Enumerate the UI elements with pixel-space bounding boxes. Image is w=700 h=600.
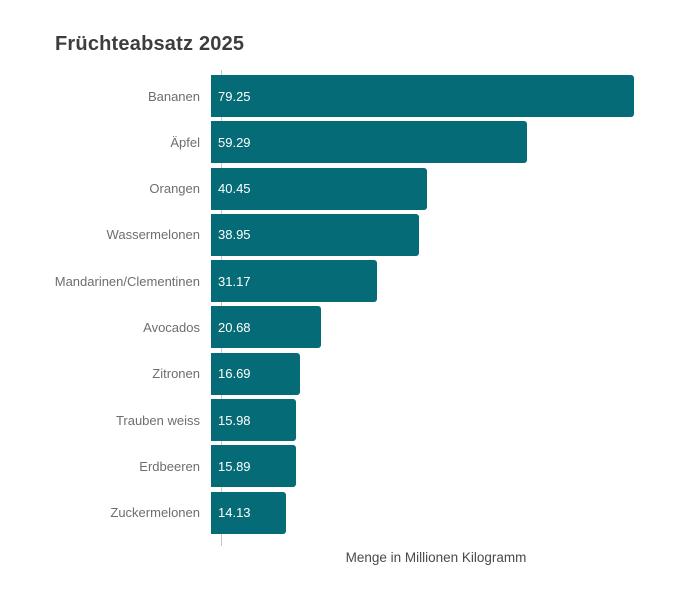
bar-row: Zitronen 16.69: [0, 352, 700, 395]
category-label: Avocados: [143, 319, 200, 335]
bar: 31.17: [211, 260, 378, 303]
value-label: 59.29: [218, 134, 251, 150]
value-label: 15.89: [218, 458, 251, 474]
bar-track: 59.29: [211, 121, 634, 164]
bar-row: Mandarinen/Clementinen 31.17: [0, 260, 700, 303]
bar: 15.98: [211, 399, 297, 442]
bar-row: Wassermelonen 38.95: [0, 213, 700, 256]
value-label: 31.17: [218, 273, 251, 289]
bar-track: 15.89: [211, 445, 634, 488]
bar: 59.29: [211, 121, 528, 164]
bar-track: 38.95: [211, 213, 634, 256]
value-label: 40.45: [218, 181, 251, 197]
bar: 15.89: [211, 445, 296, 488]
value-label: 16.69: [218, 366, 251, 382]
bar-row: Zuckermelonen 14.13: [0, 491, 700, 534]
category-label: Erdbeeren: [139, 458, 200, 474]
value-label: 14.13: [218, 505, 251, 521]
bar-row: Erdbeeren 15.89: [0, 445, 700, 488]
bar-row: Äpfel 59.29: [0, 121, 700, 164]
value-label: 38.95: [218, 227, 251, 243]
bar-row: Avocados 20.68: [0, 306, 700, 349]
bar-track: 16.69: [211, 352, 634, 395]
value-label: 20.68: [218, 319, 251, 335]
bar: 79.25: [211, 75, 634, 117]
chart-title: Früchteabsatz 2025: [55, 33, 245, 55]
bar: 38.95: [211, 213, 419, 256]
category-label: Trauben weiss: [115, 412, 200, 428]
bar-track: 40.45: [211, 167, 634, 210]
bar-track: 20.68: [211, 306, 634, 349]
bar: 16.69: [211, 352, 301, 395]
bar-track: 15.98: [211, 399, 634, 442]
bar-row: Trauben weiss 15.98: [0, 399, 700, 442]
category-label: Äpfel: [170, 134, 200, 150]
value-label: 79.25: [218, 88, 251, 104]
bar-row: Bananen 79.25: [0, 75, 700, 117]
value-label: 15.98: [218, 412, 251, 428]
category-label: Mandarinen/Clementinen: [54, 273, 200, 289]
bar-track: 79.25: [211, 75, 634, 117]
category-label: Bananen: [147, 88, 200, 104]
category-label: Zuckermelonen: [110, 505, 200, 521]
bar: 20.68: [211, 306, 322, 349]
bar: 40.45: [211, 167, 427, 210]
bar-chart: Bananen 79.25 Äpfel 59.29 Orangen 40.45 Wasser…: [0, 75, 700, 538]
bar-track: 31.17: [211, 260, 634, 303]
category-label: Orangen: [149, 181, 200, 197]
x-axis-label: Menge in Millionen Kilogramm: [345, 550, 527, 565]
bar: 14.13: [211, 491, 287, 534]
bar-track: 14.13: [211, 491, 634, 534]
category-label: Zitronen: [152, 366, 200, 382]
category-label: Wassermelonen: [106, 227, 200, 243]
bar-row: Orangen 40.45: [0, 167, 700, 210]
